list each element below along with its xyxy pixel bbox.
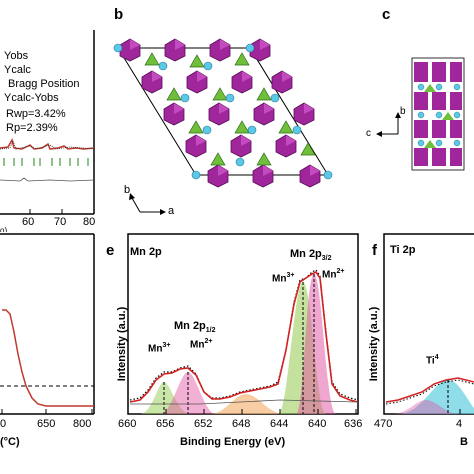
f-annot-ti4: Ti4	[426, 354, 439, 367]
satellite-peak	[210, 394, 284, 414]
panel-f-label: f	[372, 242, 377, 259]
panel-e: e Intensity (a.u.) Mn 2p Mn 2p1/2 Mn3+	[100, 232, 362, 474]
panel-a-plot	[0, 30, 95, 215]
yobs-trace	[0, 139, 95, 150]
e-annot-mn2-right: Mn2+	[322, 268, 345, 281]
panel-f: f Intensity (a.u.) Ti 2p Ti4 470 4 B	[362, 232, 474, 474]
mn3-2p12-peak	[140, 382, 190, 414]
rwp-label: Rwp=3.42%	[6, 108, 66, 120]
d-x-tick-650: 650	[37, 418, 56, 430]
e-annot-mn2-left: Mn2+	[190, 338, 213, 351]
ti-fit	[385, 377, 474, 403]
x-title-fragment: o)	[0, 226, 8, 232]
e-annot-mn2p32: Mn 2p3/2	[290, 248, 332, 263]
xps-ti2p-plot	[383, 233, 474, 415]
cyan-atoms	[113, 43, 333, 180]
axis-b-label: b	[124, 184, 131, 196]
ycalc-yobs-difference	[0, 177, 95, 182]
e-annot-mn2p12: Mn 2p1/2	[174, 320, 216, 335]
panel-b: b	[100, 0, 346, 232]
axis-a-label: a	[168, 205, 175, 217]
e-x-tick-648: 648	[232, 418, 251, 430]
rp-label: Rp=2.39%	[6, 122, 58, 134]
f-x-tick-4: 4	[456, 418, 463, 430]
legend-yobs: Yobs	[4, 50, 29, 62]
ycalc-trace	[0, 138, 95, 150]
d-x-tick-0: 0	[0, 418, 7, 430]
panel-d: 0 650 800 (°C)	[0, 232, 100, 474]
raw-data	[129, 269, 359, 401]
legend-ycalc: Ycalc	[4, 64, 31, 76]
e-x-tick-636: 636	[344, 418, 362, 430]
bragg-position-ticks	[3, 158, 89, 166]
legend-diff: Ycalc-Yobs	[4, 92, 59, 104]
e-title: Mn 2p	[130, 246, 162, 258]
mn2-2p32-peak	[296, 274, 336, 414]
ti4-peak	[398, 380, 474, 414]
axis-c-label-c: c	[366, 128, 371, 139]
d-x-tick-800: 800	[73, 418, 92, 430]
panel-b-label: b	[114, 6, 124, 23]
panel-c-label: c	[382, 6, 391, 23]
e-x-tick-652: 652	[194, 418, 213, 430]
panel-e-label: e	[106, 242, 115, 259]
f-xlabel-fragment: B	[460, 436, 468, 448]
e-x-tick-660: 660	[118, 418, 137, 430]
f-title: Ti 2p	[390, 244, 416, 256]
legend-bragg: Bragg Position	[8, 78, 80, 90]
x-tick-60: 60	[22, 216, 35, 228]
e-annot-mn3-left: Mn3+	[148, 342, 171, 355]
panel-c: c b c	[346, 0, 474, 232]
xps-mn2p-plot	[127, 233, 359, 415]
panel-d-plot	[0, 233, 95, 415]
x-tick-70: 70	[54, 216, 67, 228]
panel-a: Yobs Ycalc Bragg Position Ycalc-Yobs Rwp…	[0, 0, 100, 232]
e-x-tick-656: 656	[156, 418, 175, 430]
crystal-structure-c	[376, 57, 465, 171]
fit-envelope	[129, 270, 359, 403]
x-tick-80: 80	[83, 216, 96, 228]
axis-b-label-c: b	[400, 106, 406, 117]
e-x-tick-640: 640	[308, 418, 327, 430]
e-annot-mn3-right: Mn3+	[272, 272, 295, 285]
crystal-structure-b	[113, 38, 333, 215]
layered-polyhedra	[414, 62, 462, 166]
e-x-tick-644: 644	[270, 418, 289, 430]
d-x-title: (°C)	[0, 436, 20, 448]
e-xlabel: Binding Energy (eV)	[180, 436, 286, 448]
d-curve	[2, 309, 94, 407]
f-x-tick-470: 470	[374, 418, 393, 430]
